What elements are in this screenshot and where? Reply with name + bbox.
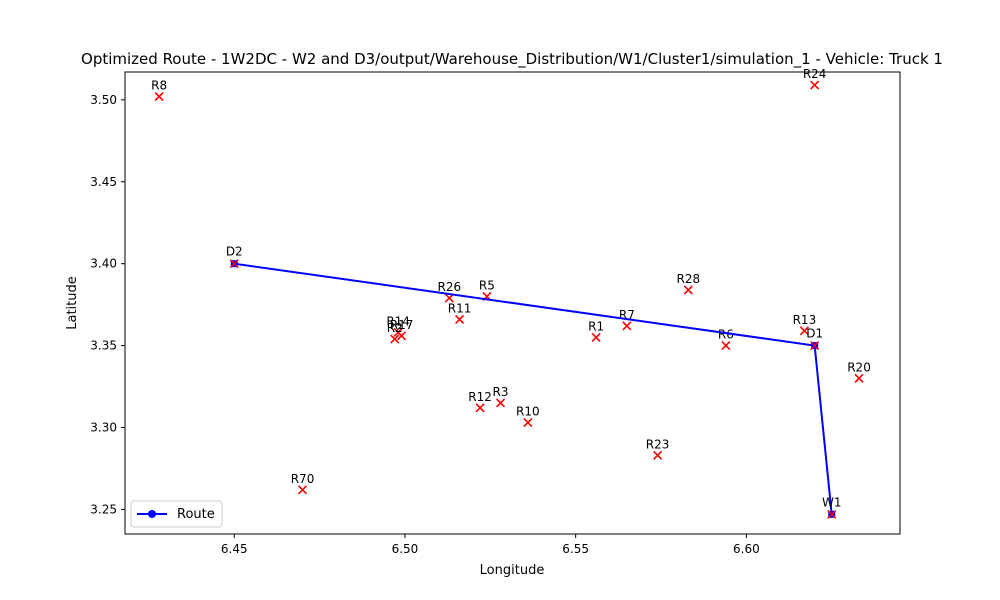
retailer-point: R6 (718, 328, 734, 351)
retailer-label: R2 (387, 321, 403, 335)
retailer-label: R1 (588, 319, 604, 333)
plot-frame (124, 71, 901, 535)
y-tick-label: 3.35 (90, 339, 117, 353)
retailer-label: R10 (516, 405, 540, 419)
retailer-point: R10 (516, 405, 540, 428)
retailer-label: R17 (390, 318, 414, 332)
retailer-point: R20 (847, 360, 871, 383)
retailer-label: R12 (468, 390, 492, 404)
y-tick-label: 3.25 (90, 502, 117, 516)
retailer-marker (297, 485, 308, 495)
retailer-label: R28 (677, 272, 701, 286)
retailer-point: R17 (390, 318, 414, 341)
route-point-cross (229, 259, 239, 269)
retailer-marker (591, 332, 601, 342)
route-point-label: D2 (226, 245, 243, 259)
retailer-label: R6 (718, 328, 734, 342)
route-point-cross (810, 341, 820, 351)
retailer-marker (396, 331, 407, 341)
legend: Route (130, 500, 223, 528)
x-tick-label: 6.55 (562, 542, 589, 556)
retailer-label: R5 (479, 278, 495, 292)
retailer-label: R23 (646, 437, 670, 451)
x-axis-label: Longitude (480, 563, 545, 578)
retailer-marker (622, 321, 632, 331)
retailer-point: R8 (151, 79, 167, 102)
retailer-point: R3 (493, 385, 509, 408)
retailer-marker (154, 92, 164, 102)
retailer-label: R11 (448, 301, 472, 315)
route-point-cross (827, 509, 837, 519)
retailer-marker (810, 80, 820, 90)
route-line (234, 262, 833, 515)
retailer-marker (799, 326, 809, 336)
retailer-point: R70 (291, 472, 315, 495)
y-tick-label: 3.50 (90, 93, 117, 107)
retailer-point: R28 (677, 272, 701, 295)
retailer-point: R26 (438, 280, 462, 303)
retailer-point: R24 (803, 67, 827, 90)
retailer-point: R23 (646, 437, 670, 460)
retailer-label: R13 (793, 313, 817, 327)
retailer-label: R70 (291, 472, 315, 486)
retailer-marker (455, 314, 465, 324)
retailer-point: R1 (588, 319, 604, 342)
retailer-label: R3 (493, 385, 509, 399)
x-tick-label: 6.45 (221, 542, 248, 556)
y-tick-label: 3.30 (90, 421, 117, 435)
chart-title: Optimized Route - 1W2DC - W2 and D3/outp… (81, 50, 943, 69)
retailer-marker (475, 403, 485, 413)
legend-label-route: Route (177, 507, 215, 522)
retailer-marker (721, 341, 731, 351)
retailer-label: R8 (151, 79, 167, 93)
retailer-label: R24 (803, 67, 827, 81)
legend-box (130, 500, 223, 528)
route-point-label: D1 (806, 327, 823, 341)
retailer-label: R26 (438, 280, 462, 294)
retailer-point: R11 (448, 301, 472, 324)
retailer-marker (683, 285, 693, 295)
x-tick-label: 6.60 (733, 542, 760, 556)
route-series: D2 D1 W1 (226, 245, 842, 519)
retailer-point: R13 (793, 313, 817, 336)
retailer-point: R2 (387, 321, 403, 344)
y-tick-label: 3.40 (90, 257, 117, 271)
retailer-marker (523, 418, 533, 428)
y-axis-ticks: 3.25 3.30 3.35 3.40 3.45 3.50 (90, 93, 125, 516)
y-axis-label: Latitude (65, 276, 80, 330)
retailer-label: R20 (847, 360, 871, 374)
retailer-marker (390, 334, 400, 344)
route-point-label: W1 (822, 495, 842, 509)
legend-route-marker (148, 510, 156, 518)
retailer-marker (854, 373, 864, 383)
retailer-marker (495, 398, 506, 408)
y-tick-label: 3.45 (90, 175, 117, 189)
x-axis-ticks: 6.45 6.50 6.55 6.60 (221, 534, 760, 556)
retailer-marker (653, 450, 663, 460)
retailer-label: R14 (386, 314, 410, 328)
retailer-point: R12 (468, 390, 492, 413)
x-tick-label: 6.50 (392, 542, 419, 556)
retailer-point: R5 (479, 278, 495, 302)
